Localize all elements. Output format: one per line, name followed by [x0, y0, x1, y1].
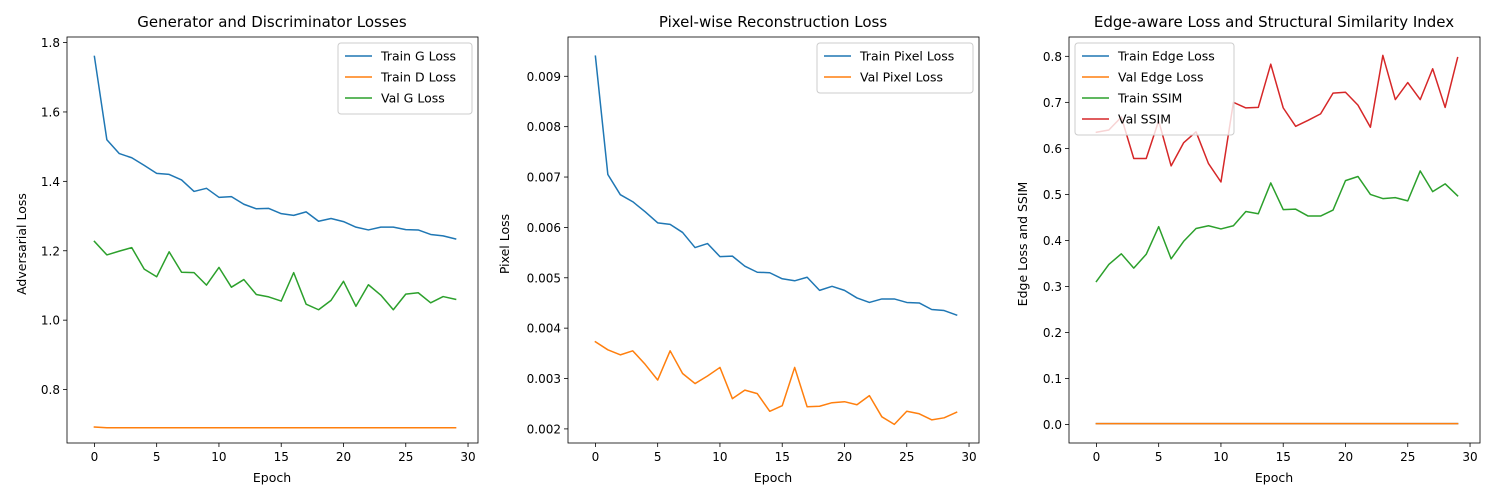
- y-tick-label: 0.1: [1043, 372, 1062, 386]
- y-tick-label: 1.6: [41, 105, 60, 119]
- x-tick-label: 10: [712, 450, 727, 464]
- series-line: [594, 340, 958, 426]
- y-tick-label: 0.009: [527, 70, 561, 84]
- x-tick-label: 0: [91, 450, 99, 464]
- panel-edge-ssim: Edge-aware Loss and Structural Similarit…: [1015, 13, 1481, 485]
- y-tick-label: 1.4: [41, 175, 60, 189]
- series-line: [93, 240, 457, 311]
- y-tick-label: 0.4: [1043, 234, 1062, 248]
- x-tick-label: 15: [775, 450, 790, 464]
- x-tick-label: 20: [336, 450, 351, 464]
- x-tick-label: 10: [211, 450, 226, 464]
- chart-title: Generator and Discriminator Losses: [137, 13, 407, 31]
- legend-label: Val Pixel Loss: [860, 70, 943, 85]
- legend-label: Train G Loss: [380, 49, 456, 64]
- y-tick-label: 0.0: [1043, 418, 1062, 432]
- legend-label: Val G Loss: [381, 91, 445, 106]
- y-tick-label: 1.0: [41, 314, 60, 328]
- x-tick-label: 25: [899, 450, 914, 464]
- y-tick-label: 0.2: [1043, 326, 1062, 340]
- y-axis-label: Edge Loss and SSIM: [1015, 182, 1030, 307]
- x-axis-label: Epoch: [754, 470, 792, 485]
- legend-label: Train SSIM: [1117, 91, 1182, 106]
- y-tick-label: 0.006: [527, 221, 561, 235]
- legend-box: [1074, 42, 1235, 136]
- legend: Train Edge Loss Val Edge Loss Train SSIM Va…: [1074, 42, 1235, 136]
- y-tick-label: 1.2: [41, 244, 60, 258]
- y-tick-label: 0.005: [527, 271, 561, 285]
- x-tick-label: 20: [1338, 450, 1353, 464]
- chart-title: Pixel-wise Reconstruction Loss: [659, 13, 887, 31]
- plot-frame: [66, 36, 479, 444]
- series-line: [594, 55, 958, 317]
- y-tick-label: 0.003: [527, 372, 561, 386]
- x-tick-label: 0: [1093, 450, 1101, 464]
- y-axis-label: Pixel Loss: [497, 214, 512, 274]
- x-axis-label: Epoch: [253, 470, 291, 485]
- series-line: [93, 55, 457, 240]
- legend-label: Train D Loss: [380, 70, 456, 85]
- y-tick-label: 0.8: [1043, 50, 1062, 64]
- x-tick-label: 5: [1155, 450, 1163, 464]
- legend: Train Pixel Loss Val Pixel Loss: [816, 42, 974, 94]
- y-tick-label: 1.8: [41, 36, 60, 50]
- x-tick-label: 5: [654, 450, 662, 464]
- x-tick-label: 15: [274, 450, 289, 464]
- y-tick-label: 0.002: [527, 422, 561, 436]
- x-tick-label: 5: [153, 450, 161, 464]
- y-tick-label: 0.6: [1043, 142, 1062, 156]
- series-line: [93, 426, 457, 429]
- x-tick-label: 25: [398, 450, 413, 464]
- plot-frame: [567, 36, 980, 444]
- plot-frame: [1068, 36, 1481, 444]
- x-tick-label: 25: [1400, 450, 1415, 464]
- legend-label: Train Edge Loss: [1117, 49, 1215, 64]
- panel-adversarial-losses: Generator and Discriminator Losses Epoch…: [14, 13, 479, 485]
- x-tick-label: 30: [1462, 450, 1477, 464]
- y-tick-label: 0.7: [1043, 96, 1062, 110]
- x-tick-label: 0: [592, 450, 600, 464]
- y-axis-label: Adversarial Loss: [14, 193, 29, 295]
- legend-box: [337, 42, 473, 115]
- x-tick-label: 30: [961, 450, 976, 464]
- x-axis-label: Epoch: [1255, 470, 1293, 485]
- legend-label: Val Edge Loss: [1118, 70, 1204, 85]
- y-tick-label: 0.004: [527, 322, 561, 336]
- series-line: [1095, 170, 1459, 283]
- legend-box: [816, 42, 974, 94]
- y-tick-label: 0.8: [41, 383, 60, 397]
- panel-pixel-loss: Pixel-wise Reconstruction Loss Epoch Pix…: [497, 13, 980, 485]
- y-tick-label: 0.5: [1043, 188, 1062, 202]
- x-tick-label: 20: [837, 450, 852, 464]
- y-tick-label: 0.007: [527, 171, 561, 185]
- y-tick-label: 0.3: [1043, 280, 1062, 294]
- x-tick-label: 10: [1213, 450, 1228, 464]
- y-tick-label: 0.008: [527, 120, 561, 134]
- x-tick-label: 30: [460, 450, 475, 464]
- x-tick-label: 15: [1276, 450, 1291, 464]
- legend-label: Val SSIM: [1118, 112, 1171, 127]
- chart-title: Edge-aware Loss and Structural Similarit…: [1094, 13, 1454, 31]
- legend-label: Train Pixel Loss: [859, 49, 954, 64]
- legend: Train G Loss Train D Loss Val G Loss: [337, 42, 473, 115]
